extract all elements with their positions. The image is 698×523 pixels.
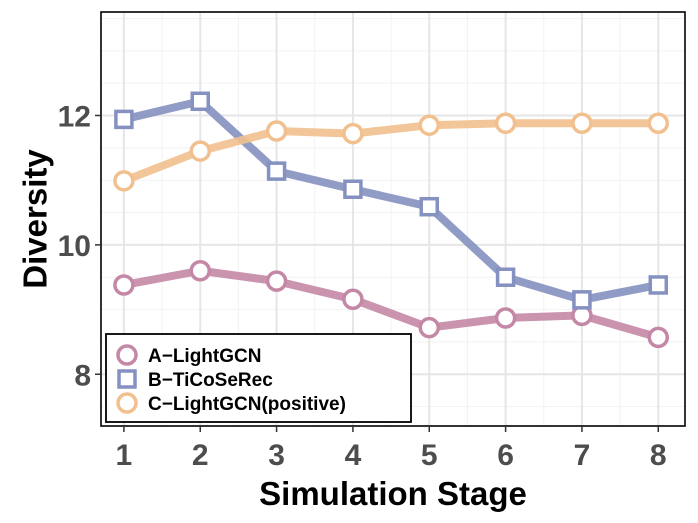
legend-label: C−LightGCN(positive) <box>148 394 346 415</box>
data-point <box>189 140 211 162</box>
data-point <box>418 114 441 136</box>
data-point <box>342 288 364 310</box>
data-point <box>190 91 210 112</box>
legend-key-circle <box>116 392 138 414</box>
data-point <box>265 270 288 292</box>
series-line <box>119 266 663 342</box>
series-3 <box>113 112 670 192</box>
legend-box <box>105 333 412 423</box>
legend: A−LightGCN B−TiCoSeRec C−LightGCN(positive… <box>105 333 412 423</box>
legend-key-square <box>117 369 137 389</box>
x-axis-title: Simulation Stage <box>259 475 527 512</box>
x-tick-label: 7 <box>574 439 591 472</box>
x-tick-label: 5 <box>421 439 438 472</box>
data-point <box>418 316 441 339</box>
series-layer <box>113 91 670 349</box>
data-point <box>647 326 670 349</box>
series-2 <box>114 91 669 310</box>
legend-item: C−LightGCN(positive) <box>116 392 346 415</box>
x-tick-label: 3 <box>268 439 285 472</box>
data-point <box>648 275 669 295</box>
data-point <box>494 112 517 135</box>
data-point <box>343 179 363 199</box>
legend-label: B−TiCoSeRec <box>148 370 273 391</box>
data-point <box>265 120 288 142</box>
data-point <box>342 122 364 145</box>
y-axis-title: Diversity <box>17 149 54 289</box>
plot-frame <box>100 11 686 427</box>
y-tick-label: 12 <box>58 101 91 134</box>
series-line <box>119 97 663 304</box>
x-tick-label: 4 <box>345 439 362 472</box>
x-tick-label: 2 <box>192 439 209 472</box>
legend-key-circle <box>116 344 138 366</box>
data-point <box>113 170 135 192</box>
data-point <box>419 196 440 217</box>
series-1 <box>113 260 670 349</box>
data-point <box>189 260 211 282</box>
data-point <box>113 274 135 296</box>
data-point <box>572 290 592 310</box>
series-line <box>119 119 663 185</box>
y-tick-label: 8 <box>74 359 91 392</box>
data-point <box>495 267 516 287</box>
data-point <box>647 112 670 135</box>
x-tick-label: 8 <box>650 439 667 472</box>
data-point <box>266 161 287 181</box>
legend-item: B−TiCoSeRec <box>117 369 273 391</box>
legend-item: A−LightGCN <box>116 344 261 367</box>
x-tick-label: 1 <box>116 439 133 472</box>
grid <box>101 12 685 426</box>
data-point <box>494 307 517 329</box>
x-tick-label: 6 <box>497 439 514 472</box>
legend-label: A−LightGCN <box>148 346 261 367</box>
y-tick-label: 10 <box>58 230 91 263</box>
data-point <box>571 112 593 135</box>
data-point <box>114 109 134 130</box>
